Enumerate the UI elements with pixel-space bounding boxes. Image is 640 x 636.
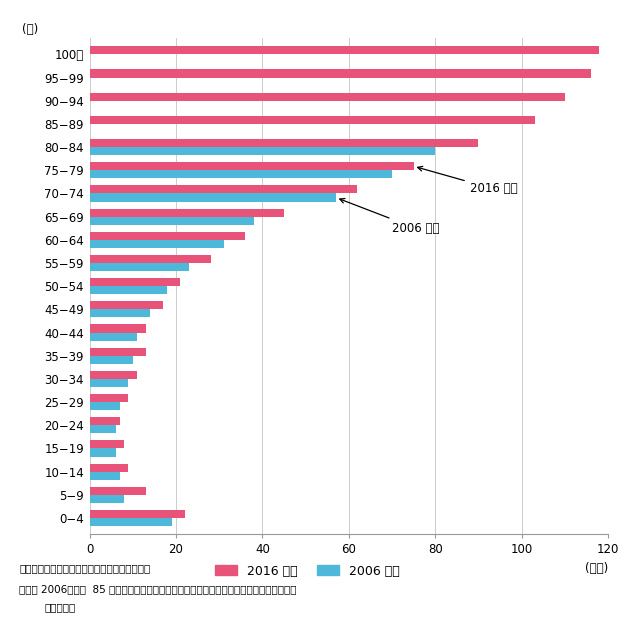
Bar: [90, 232, 245, 240]
Bar: [90, 417, 120, 425]
Bar: [90, 69, 591, 78]
Text: 2016 年度: 2016 年度: [418, 167, 517, 195]
Text: (歳): (歳): [22, 23, 38, 36]
Bar: [90, 255, 211, 263]
Bar: [90, 301, 163, 309]
Bar: [90, 472, 120, 480]
Bar: [90, 518, 172, 526]
Bar: [90, 394, 129, 402]
Bar: [90, 333, 137, 341]
Bar: [90, 356, 133, 364]
Bar: [90, 402, 120, 410]
Bar: [90, 209, 284, 217]
Bar: [90, 278, 180, 286]
Bar: [90, 440, 124, 448]
Bar: [90, 324, 146, 333]
Bar: [90, 487, 146, 495]
Bar: [90, 46, 599, 55]
Bar: [90, 379, 129, 387]
Bar: [90, 93, 564, 100]
Bar: [90, 193, 336, 202]
Bar: [90, 309, 150, 317]
Bar: [90, 139, 479, 147]
Bar: [90, 510, 184, 518]
Bar: [90, 448, 116, 457]
Legend: 2016 年度, 2006 年度: 2016 年度, 2006 年度: [215, 565, 400, 577]
Bar: [90, 147, 435, 155]
Bar: [90, 170, 392, 179]
Bar: [90, 162, 413, 170]
Bar: [90, 240, 223, 248]
Text: (万円): (万円): [585, 562, 608, 574]
Bar: [90, 495, 124, 503]
Text: ていない。: ていない。: [45, 602, 76, 612]
Bar: [90, 263, 189, 271]
Text: 2006 年度: 2006 年度: [340, 198, 440, 235]
Bar: [90, 185, 357, 193]
Text: （注） 2006年度の  85 歳以上については，対応する年齢階級別データがないため，表示し: （注） 2006年度の 85 歳以上については，対応する年齢階級別データがないた…: [19, 584, 297, 594]
Bar: [90, 348, 146, 356]
Bar: [90, 464, 129, 472]
Bar: [90, 116, 534, 124]
Bar: [90, 286, 168, 294]
Bar: [90, 425, 116, 433]
Bar: [90, 217, 253, 225]
Bar: [90, 371, 137, 379]
Text: 出典：資料：厚生労働省ホームページより作成: 出典：資料：厚生労働省ホームページより作成: [19, 563, 150, 573]
